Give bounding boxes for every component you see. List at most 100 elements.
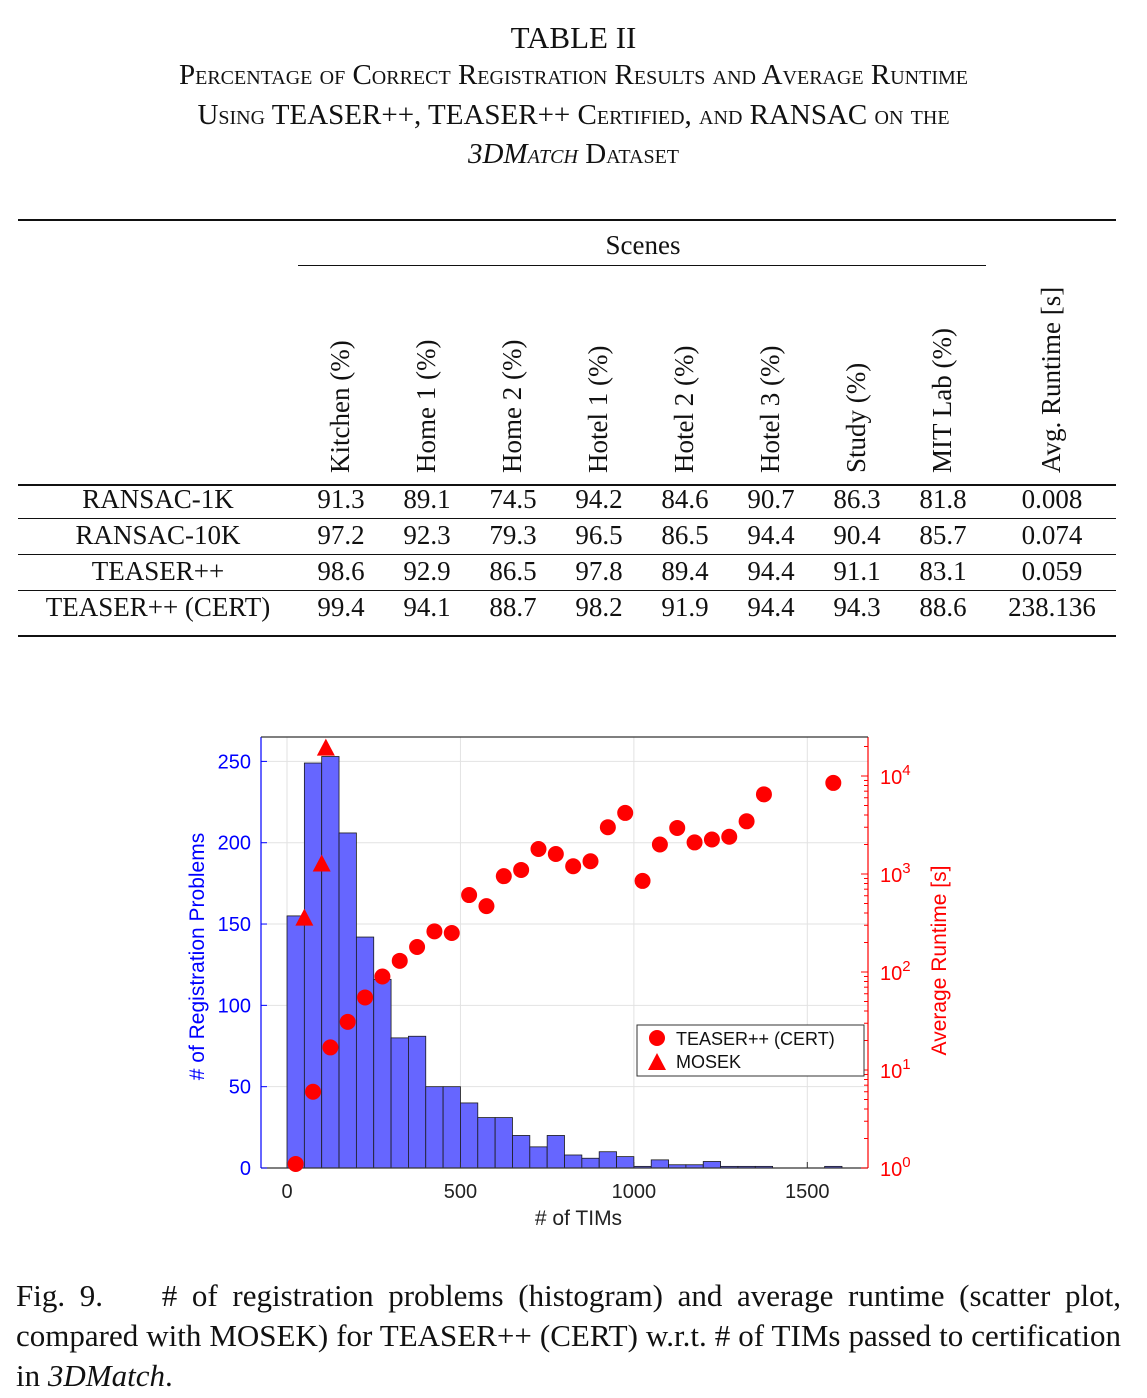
runtime-histogram-chart: 0 500 1000 1500 0 50 100 150 200 250 100 101 102 103 1… xyxy=(186,736,951,1230)
table-caption-dataset-suffix: Dataset xyxy=(577,138,680,170)
y-tick-label: 150 xyxy=(218,914,251,936)
y-tick-label: 50 xyxy=(229,1077,251,1099)
x-tick-label: 1500 xyxy=(785,1181,830,1203)
y2-tick-label: 104 xyxy=(880,762,911,789)
histogram-bar xyxy=(581,1157,600,1169)
legend-triangle-marker xyxy=(648,1053,666,1070)
scenes-group-rule xyxy=(298,265,986,267)
runtime-point xyxy=(305,1083,322,1100)
row-label: RANSAC-1K xyxy=(82,484,234,514)
x-tick-label: 1000 xyxy=(612,1181,657,1203)
runtime-point xyxy=(409,938,426,955)
runtime-point xyxy=(461,887,478,904)
y2-tick-label: 101 xyxy=(880,1056,911,1083)
table-cell: 91.9 xyxy=(661,592,709,622)
runtime-point xyxy=(565,858,582,875)
histogram-bar xyxy=(460,1102,479,1169)
y-axis-label: # of Registration Problems xyxy=(186,833,209,1080)
histogram-bar xyxy=(321,756,340,1169)
y2-axis-label: Average Runtime [s] xyxy=(928,866,951,1056)
x-tick-label: 500 xyxy=(444,1181,477,1203)
runtime-point xyxy=(513,861,530,878)
x-axis-label: # of TIMs xyxy=(535,1207,622,1230)
histogram-bar xyxy=(650,1159,669,1169)
histogram-bar xyxy=(355,936,375,1169)
y2-tick-label: 103 xyxy=(880,860,911,887)
runtime-point xyxy=(825,774,842,791)
runtime-point xyxy=(617,804,634,821)
runtime-point xyxy=(426,923,443,940)
y2-tick-label: 100 xyxy=(880,1154,911,1181)
legend-circle-marker xyxy=(649,1030,665,1046)
column-header-3: Hotel 1 (%) xyxy=(583,345,613,473)
table-cell: 86.3 xyxy=(833,484,881,514)
histogram-bar xyxy=(338,832,357,1169)
table-cell: 94.4 xyxy=(747,556,795,586)
table-caption-line-2: Using TEASER++, TEASER++ Certified, and … xyxy=(197,99,950,131)
column-header-6: Study (%) xyxy=(841,362,871,473)
column-header-8: Avg. Runtime [s] xyxy=(1036,286,1066,473)
table-cell: 94.3 xyxy=(833,592,881,622)
table-cell: 86.5 xyxy=(489,556,537,586)
mosek-point xyxy=(312,854,331,872)
table-cell: 94.2 xyxy=(575,484,623,514)
column-header-0: Kitchen (%) xyxy=(325,340,355,473)
column-header-2: Home 2 (%) xyxy=(497,339,527,473)
table-cell: 0.059 xyxy=(1021,556,1083,586)
histogram-bar xyxy=(564,1154,583,1169)
table-top-rule xyxy=(18,219,1116,221)
histogram-bar xyxy=(425,1086,444,1169)
runtime-point xyxy=(686,834,703,851)
table-cell: 83.1 xyxy=(919,556,967,586)
table-cell: 88.6 xyxy=(919,592,967,622)
table-cell: 90.7 xyxy=(747,484,795,514)
histogram-bar xyxy=(598,1151,617,1169)
y-tick-label: 250 xyxy=(218,751,251,773)
mosek-point xyxy=(295,908,314,926)
runtime-point xyxy=(357,989,374,1006)
histogram-bar xyxy=(494,1117,513,1169)
y-tick-label: 200 xyxy=(218,833,251,855)
legend-label: TEASER++ (CERT) xyxy=(676,1029,835,1049)
table-caption-dataset: 3DMatch xyxy=(467,138,578,170)
runtime-point xyxy=(478,898,495,915)
table-cell: 79.3 xyxy=(489,520,537,550)
table-cell: 74.5 xyxy=(489,484,537,514)
table-cell: 94.4 xyxy=(747,520,795,550)
table-cell: 91.3 xyxy=(317,484,365,514)
histogram-bar xyxy=(702,1161,721,1169)
table-label: TABLE II xyxy=(510,20,637,55)
histogram-bar xyxy=(512,1135,531,1169)
figure-caption: Fig. 9. # of registration problems (hist… xyxy=(16,1276,1121,1396)
runtime-point xyxy=(547,845,564,862)
runtime-point xyxy=(322,1039,339,1056)
table-cell: 97.8 xyxy=(575,556,623,586)
row-label: TEASER++ xyxy=(91,556,225,586)
runtime-point xyxy=(443,925,460,942)
histogram-bar xyxy=(286,915,305,1169)
table-cell: 96.5 xyxy=(575,520,623,550)
runtime-point xyxy=(391,952,408,969)
histogram-bar xyxy=(303,762,323,1169)
y-tick-label: 0 xyxy=(240,1158,251,1180)
y2-tick-label: 102 xyxy=(880,958,911,985)
table-row-rule-2 xyxy=(18,554,1116,556)
table-cell: 91.1 xyxy=(833,556,881,586)
table-cell: 98.6 xyxy=(317,556,365,586)
runtime-point xyxy=(582,853,599,870)
runtime-point xyxy=(703,831,720,848)
runtime-point xyxy=(755,786,772,803)
table-cell: 0.074 xyxy=(1021,520,1083,550)
figure-caption-text: # of registration problems (histogram) a… xyxy=(16,1278,1121,1393)
table-cell: 238.136 xyxy=(1008,592,1096,622)
table-cell: 90.4 xyxy=(833,520,881,550)
runtime-point xyxy=(374,968,391,985)
runtime-point xyxy=(738,813,755,830)
histogram-bar xyxy=(390,1037,409,1169)
table-cell: 88.7 xyxy=(489,592,537,622)
runtime-point xyxy=(721,828,738,845)
table-row-rule-3 xyxy=(18,590,1116,592)
figure-caption-label: Fig. 9. xyxy=(16,1278,104,1313)
table-cell: 92.9 xyxy=(403,556,451,586)
figure-caption-end: . xyxy=(164,1358,173,1393)
